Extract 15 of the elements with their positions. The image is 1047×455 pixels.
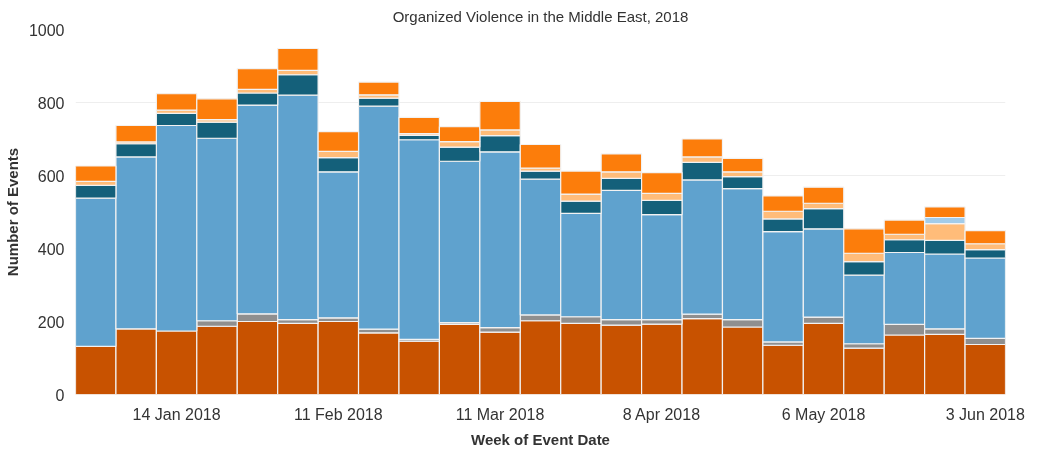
x-tick-label: 14 Jan 2018 bbox=[132, 405, 221, 423]
x-tick-label: 11 Feb 2018 bbox=[293, 405, 383, 423]
y-tick-label: 1000 bbox=[28, 21, 65, 39]
y-tick-label: 200 bbox=[37, 313, 65, 331]
y-tick-label: 400 bbox=[37, 240, 65, 258]
y-tick-label: 800 bbox=[37, 94, 65, 112]
y-axis-title: Number of Events bbox=[3, 147, 21, 277]
x-tick-label: 3 Jun 2018 bbox=[945, 405, 1025, 423]
x-axis-title: Week of Event Date bbox=[471, 430, 610, 448]
x-tick-label: 11 Mar 2018 bbox=[455, 405, 545, 423]
y-tick-label: 0 bbox=[55, 386, 65, 404]
x-tick-label: 8 Apr 2018 bbox=[622, 405, 701, 423]
chart-title: Organized Violence in the Middle East, 2018 bbox=[392, 7, 689, 25]
y-tick-label: 600 bbox=[37, 167, 65, 185]
x-tick-label: 6 May 2018 bbox=[781, 405, 866, 423]
